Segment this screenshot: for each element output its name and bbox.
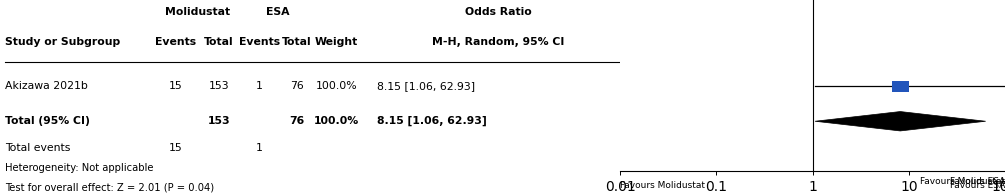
Polygon shape: [815, 112, 986, 131]
Text: Odds Ratio: Odds Ratio: [465, 7, 532, 17]
Text: Events: Events: [239, 36, 279, 47]
Text: 100.0%: 100.0%: [314, 116, 360, 126]
Text: 1: 1: [256, 81, 262, 91]
Text: 8.15 [1.06, 62.93]: 8.15 [1.06, 62.93]: [377, 116, 486, 126]
Polygon shape: [891, 81, 909, 92]
Text: 15: 15: [169, 81, 183, 91]
Text: Favours Molidustat: Favours Molidustat: [620, 181, 706, 190]
Text: 76: 76: [289, 81, 304, 91]
Text: Molidustat: Molidustat: [165, 7, 230, 17]
Text: Total: Total: [204, 36, 234, 47]
Text: Favours Molidustat: Favours Molidustat: [920, 177, 1005, 186]
Text: Akizawa 2021b: Akizawa 2021b: [5, 81, 87, 91]
Text: 153: 153: [209, 81, 229, 91]
Text: 15: 15: [169, 143, 183, 153]
Text: Study or Subgroup: Study or Subgroup: [5, 36, 121, 47]
Text: Favours ESA: Favours ESA: [950, 177, 1005, 186]
Text: Events: Events: [156, 36, 196, 47]
Text: Weight: Weight: [315, 36, 359, 47]
Text: Favours ESA: Favours ESA: [950, 181, 1005, 190]
Text: ESA: ESA: [266, 7, 289, 17]
Text: Test for overall effect: Z = 2.01 (P = 0.04): Test for overall effect: Z = 2.01 (P = 0…: [5, 182, 214, 192]
Text: 100.0%: 100.0%: [316, 81, 358, 91]
Text: M-H, Random, 95% CI: M-H, Random, 95% CI: [432, 36, 565, 47]
Text: Heterogeneity: Not applicable: Heterogeneity: Not applicable: [5, 163, 154, 173]
Text: M-H, Random, 95% CI: M-H, Random, 95% CI: [747, 36, 878, 47]
Text: Odds Ratio: Odds Ratio: [779, 7, 846, 17]
Text: 153: 153: [208, 116, 230, 126]
Text: 1: 1: [256, 143, 262, 153]
Text: Total events: Total events: [5, 143, 70, 153]
Text: 76: 76: [288, 116, 305, 126]
Text: 8.15 [1.06, 62.93]: 8.15 [1.06, 62.93]: [377, 81, 475, 91]
Text: Total: Total: [281, 36, 312, 47]
Text: Total (95% CI): Total (95% CI): [5, 116, 89, 126]
